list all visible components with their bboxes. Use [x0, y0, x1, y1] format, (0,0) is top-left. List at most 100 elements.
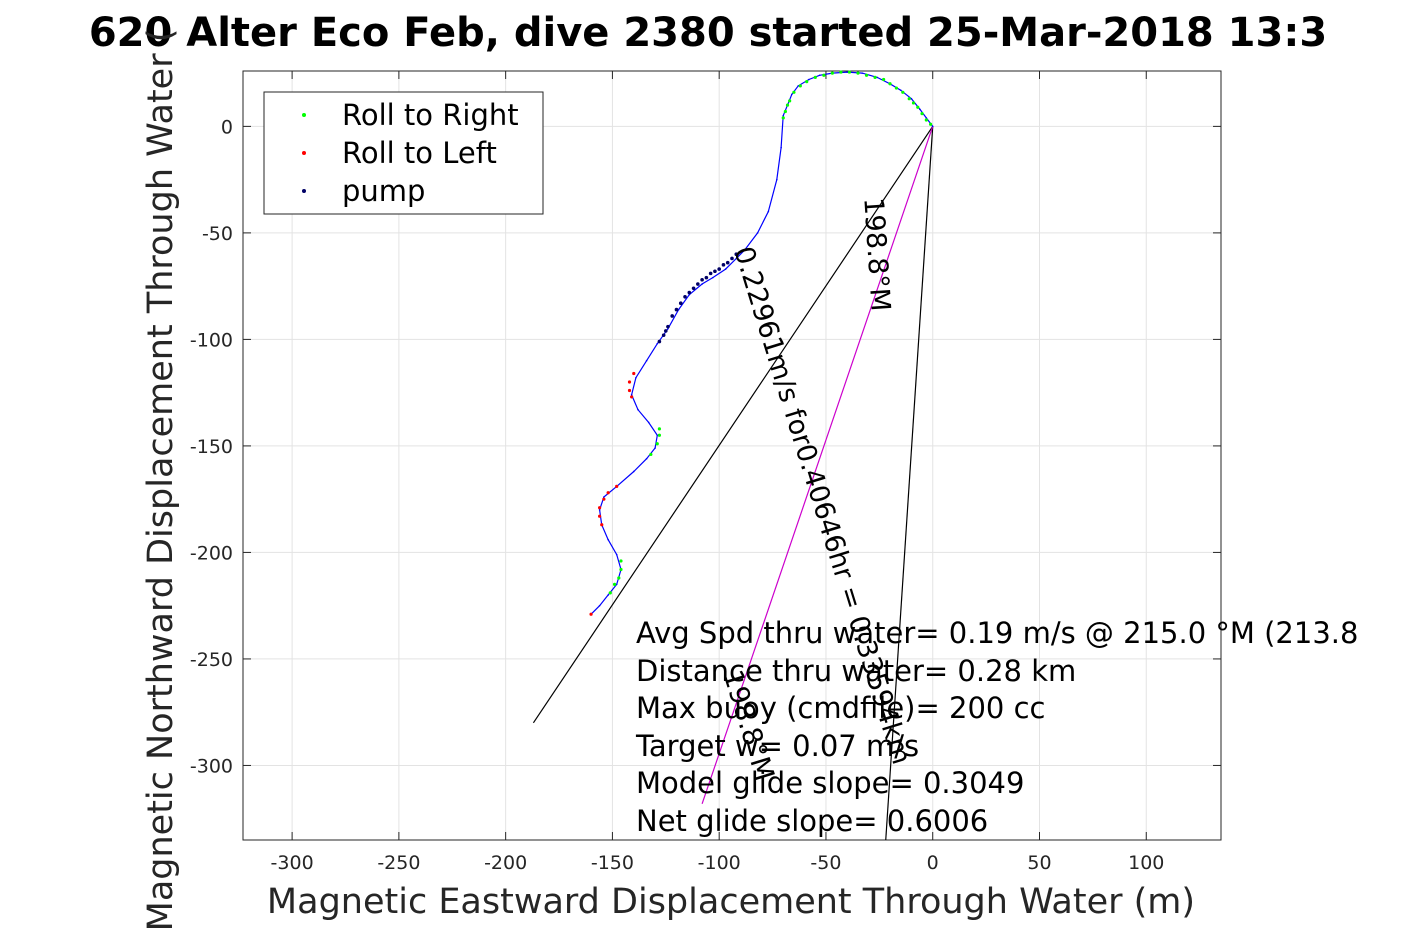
track-point	[632, 470, 635, 473]
roll-left-point	[606, 491, 610, 495]
roll-right-point	[920, 112, 924, 116]
y-tick-label: -300	[190, 755, 233, 777]
pump-point	[696, 282, 700, 286]
roll-right-point	[856, 71, 860, 75]
roll-right-point	[608, 591, 612, 595]
roll-left-point	[602, 497, 606, 501]
pump-point	[717, 267, 721, 271]
track-point	[607, 538, 609, 541]
legend-label-pump: pump	[342, 174, 425, 208]
x-tick-label: -300	[271, 852, 314, 874]
pump-point	[674, 307, 679, 312]
roll-right-point	[911, 101, 916, 105]
roll-right-point	[901, 90, 905, 94]
annotation-model-glide: Model glide slope= 0.3049	[636, 766, 1024, 800]
plot-frame	[242, 70, 1222, 841]
x-tick-label: -150	[591, 852, 634, 874]
track-point	[780, 146, 782, 149]
y-axis-ticks: 0 -50 -100 -150 -200 -250 -300	[190, 116, 1221, 777]
track-point	[861, 72, 864, 74]
x-tick-label: 0	[927, 852, 939, 874]
pump-point	[678, 301, 683, 305]
x-tick-label: 50	[1027, 852, 1051, 874]
x-tick-label: -250	[377, 852, 420, 874]
roll-right-point	[612, 582, 617, 586]
legend-marker-roll-left	[302, 151, 306, 155]
track-point	[919, 108, 921, 111]
heading-lines	[532, 126, 934, 841]
track-point	[790, 93, 793, 96]
roll-right-point	[882, 77, 886, 82]
y-tick-label: -150	[190, 436, 233, 458]
track-point	[701, 283, 703, 285]
track-point	[615, 553, 618, 556]
track-point	[931, 125, 934, 128]
track-point	[711, 276, 714, 279]
track-point	[637, 408, 639, 411]
pump-point	[687, 290, 692, 295]
roll-right-point	[783, 109, 787, 114]
roll-left-point	[598, 506, 602, 510]
track-point	[598, 604, 601, 607]
heading-line-2	[885, 126, 934, 841]
pump-point	[725, 260, 730, 265]
annotation-max-buoy: Max buoy (cmdfile)= 200 cc	[636, 691, 1045, 725]
track-point	[925, 117, 928, 119]
track-point	[598, 509, 601, 511]
track-point	[654, 447, 656, 449]
track-point	[776, 178, 778, 181]
y-tick-label: -100	[190, 329, 233, 351]
track-point	[846, 71, 849, 73]
roll-right-point	[916, 105, 920, 109]
roll-right-point	[657, 433, 661, 437]
legend-label-roll-right: Roll to Right	[342, 98, 519, 132]
track-point	[630, 393, 633, 396]
pump-point	[713, 269, 717, 274]
x-tick-label: -100	[698, 852, 741, 874]
track-point	[756, 232, 759, 234]
roll-right-point	[781, 116, 785, 120]
roll-right-point	[657, 427, 661, 431]
roll-left-point	[615, 484, 619, 488]
legend: Roll to Right Roll to Left pump	[263, 91, 544, 215]
heading-line-3	[701, 126, 934, 804]
track-point	[645, 359, 648, 362]
track-point	[808, 78, 810, 81]
pump-point	[700, 277, 704, 282]
track-point	[656, 434, 659, 437]
roll-right-point	[822, 73, 826, 77]
pump-point	[661, 333, 666, 337]
track-point	[603, 496, 605, 498]
roll-left-point	[598, 514, 602, 518]
roll-right-point	[619, 567, 623, 572]
roll-left-point	[589, 612, 593, 616]
annotation-target-w: Target w= 0.07 m/s	[635, 729, 919, 763]
roll-right-point	[839, 70, 843, 74]
track-point	[647, 421, 650, 424]
track-point	[615, 583, 618, 586]
track-point	[724, 268, 727, 270]
roll-right-point	[888, 82, 892, 86]
roll-right-point	[907, 97, 911, 101]
stats-annotations: Avg Spd thru water= 0.19 m/s @ 215.0 °M …	[635, 616, 1358, 838]
legend-label-roll-left: Roll to Left	[342, 136, 497, 170]
track-point	[607, 594, 609, 596]
roll-right-point	[928, 122, 933, 126]
heading-label-1: 198.8°M	[857, 196, 895, 312]
speed-label: 0.22961m/s for0.40646hr = 0.33594km	[727, 243, 916, 768]
y-tick-label: 0	[221, 116, 233, 138]
annotation-avg-speed: Avg Spd thru water= 0.19 m/s @ 215.0 °M …	[636, 616, 1358, 650]
pump-point	[664, 329, 668, 333]
pump-point	[670, 314, 675, 318]
y-axis-label: Magnetic Northward Displacement Through …	[141, 29, 181, 932]
pump-point	[708, 271, 713, 276]
track-point	[635, 376, 637, 379]
pump-point	[721, 263, 726, 267]
y-tick-label: -250	[190, 649, 233, 671]
chart-title: 620 Alter Eco Feb, dive 2380 started 25-…	[89, 10, 1327, 56]
track-point	[744, 249, 746, 251]
legend-marker-pump	[302, 189, 306, 193]
roll-right-point	[894, 86, 899, 90]
roll-right-point	[847, 70, 852, 74]
